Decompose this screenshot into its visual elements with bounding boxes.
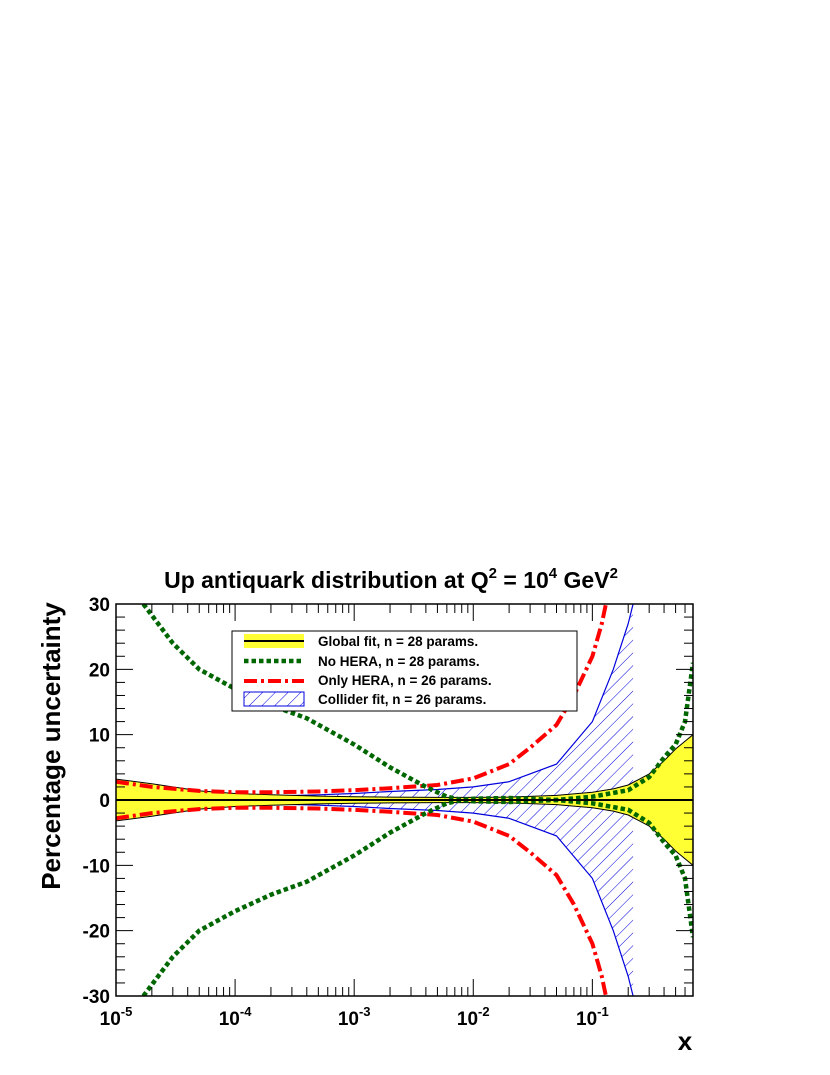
no-hera-lower-line <box>141 795 693 996</box>
x-tick-label: 10-3 <box>338 1004 371 1030</box>
legend-label-global: Global fit, n = 28 params. <box>318 634 478 649</box>
y-tick-label: -10 <box>83 856 110 877</box>
legend-item-global: Global fit, n = 28 params. <box>244 634 478 649</box>
y-tick-label: 10 <box>89 726 110 747</box>
legend-swatch-collider <box>243 691 305 707</box>
axes-layer: -30 -20 -10 0 10 20 30 10-5 10-4 10-3 10-2 10-1 <box>83 595 694 1030</box>
legend-label-no-hera: No HERA, n = 28 params. <box>318 654 480 669</box>
legend-label-collider: Collider fit, n = 26 params. <box>318 692 486 707</box>
y-tick-label: 30 <box>89 595 110 616</box>
x-axis-title: x <box>678 1026 693 1056</box>
legend-item-collider: Collider fit, n = 26 params. <box>243 691 486 707</box>
y-tick-label: -20 <box>83 922 110 943</box>
legend-item-only-hera: Only HERA, n = 26 params. <box>244 673 492 688</box>
y-tick-label: -30 <box>83 987 110 1008</box>
x-tick-label: 10-5 <box>100 1004 133 1030</box>
x-tick-label: 10-4 <box>219 1004 252 1030</box>
legend-item-no-hera: No HERA, n = 28 params. <box>244 654 480 669</box>
only-hera-lower-line <box>116 805 608 996</box>
no-hera-upper-line <box>141 604 693 805</box>
chart-title: Up antiquark distribution at Q2 = 104 Ge… <box>164 565 618 593</box>
y-axis-title: Percentage uncertainty <box>36 602 66 890</box>
only-hera-upper-line <box>116 604 608 795</box>
x-tick-label: 10-2 <box>457 1004 490 1030</box>
y-tick-label: 20 <box>89 660 110 681</box>
legend-label-only-hera: Only HERA, n = 26 params. <box>318 673 492 688</box>
x-tick-label: 10-1 <box>576 1004 609 1030</box>
y-tick-label: 0 <box>99 791 110 812</box>
legend: Global fit, n = 28 params. No HERA, n = … <box>231 630 578 712</box>
